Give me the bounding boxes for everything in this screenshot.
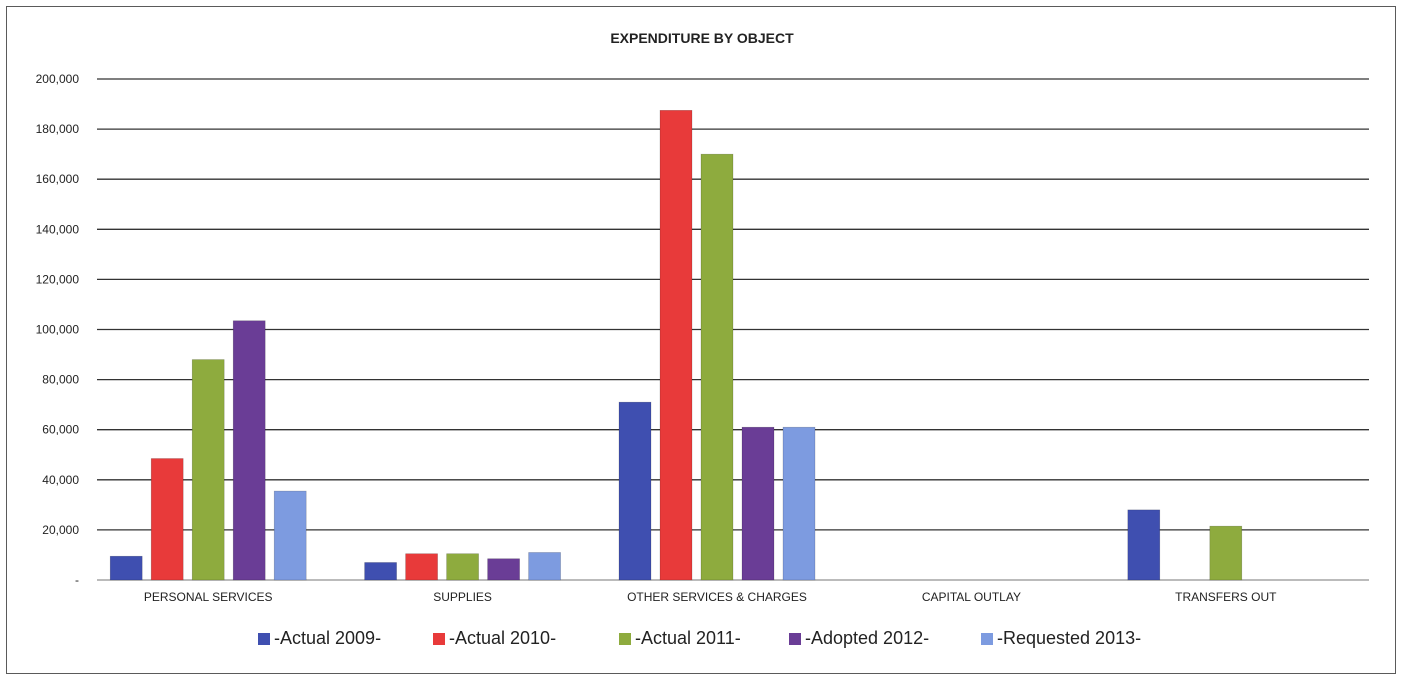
legend-label: -Adopted 2012-: [805, 628, 929, 648]
bar: [659, 110, 693, 581]
bar: [782, 426, 816, 581]
bar: [1127, 509, 1161, 581]
chart-title: EXPENDITURE BY OBJECT: [610, 30, 794, 46]
legend-label: -Actual 2010-: [449, 628, 556, 648]
legend-swatch: [258, 633, 270, 645]
y-tick-label: 120,000: [36, 272, 80, 286]
legend-swatch: [619, 633, 631, 645]
y-tick-label: 20,000: [42, 523, 79, 537]
legend-label: -Actual 2011-: [635, 628, 741, 648]
legend-label: -Actual 2009-: [274, 628, 381, 648]
bar: [109, 555, 143, 581]
bar: [191, 359, 225, 581]
category-label: SUPPLIES: [433, 590, 492, 604]
bar: [232, 320, 266, 581]
y-axis-ticks: - 20,000 40,000 60,000 80,000 100,000 120,000 1…: [36, 72, 80, 587]
y-tick-label: 140,000: [36, 222, 80, 236]
bar: [364, 562, 397, 581]
y-tick-label: 180,000: [36, 122, 80, 136]
bar: [741, 426, 775, 581]
y-tick-label: -: [75, 573, 79, 587]
bar: [618, 401, 652, 581]
category-label: CAPITAL OUTLAY: [922, 590, 1021, 604]
bar: [700, 153, 734, 581]
legend-swatch: [981, 633, 993, 645]
category-label: TRANSFERS OUT: [1175, 590, 1277, 604]
chart-frame: EXPENDITURE BY OBJECT - 20,000 40,000 60,00…: [6, 6, 1396, 674]
bar: [446, 553, 479, 581]
y-tick-label: 100,000: [36, 323, 80, 337]
y-tick-label: 60,000: [42, 423, 79, 437]
legend-label: -Requested 2013-: [997, 628, 1141, 648]
bar-chart: EXPENDITURE BY OBJECT - 20,000 40,000 60,00…: [36, 30, 1369, 648]
category-label: PERSONAL SERVICES: [144, 590, 273, 604]
category-labels: PERSONAL SERVICES SUPPLIES OTHER SERVICES …: [144, 590, 1277, 604]
legend: -Actual 2009- -Actual 2010- -Actual 2011- -…: [258, 628, 1141, 648]
bar: [487, 558, 520, 581]
bar: [273, 490, 307, 581]
bar: [1209, 525, 1243, 581]
bar: [150, 458, 184, 581]
y-tick-label: 200,000: [36, 72, 80, 86]
bars: [109, 110, 1243, 581]
y-tick-label: 80,000: [42, 373, 79, 387]
y-tick-label: 40,000: [42, 473, 79, 487]
bar: [528, 552, 561, 581]
category-label: OTHER SERVICES & CHARGES: [627, 590, 807, 604]
y-tick-label: 160,000: [36, 172, 80, 186]
legend-swatch: [789, 633, 801, 645]
bar: [405, 553, 438, 581]
legend-swatch: [433, 633, 445, 645]
